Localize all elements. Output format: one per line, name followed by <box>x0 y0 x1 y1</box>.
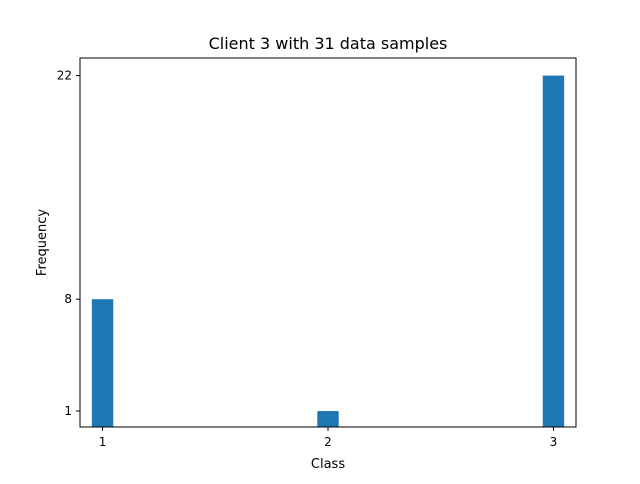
x-tick-label: 2 <box>324 435 332 449</box>
y-tick-label: 8 <box>64 292 72 306</box>
bar-class-1 <box>91 299 114 427</box>
plot-frame <box>79 57 577 428</box>
x-tick-label: 1 <box>99 435 107 449</box>
y-axis-label: Frequency <box>35 209 50 276</box>
bars-layer <box>91 75 565 428</box>
x-tick-label: 3 <box>550 435 558 449</box>
y-tick-label: 1 <box>64 404 72 418</box>
chart-title: Client 3 with 31 data samples <box>209 34 448 53</box>
x-axis-label: Class <box>311 457 345 472</box>
bar-class-3 <box>542 75 565 428</box>
x-axis-ticks: 1 2 3 <box>99 427 558 449</box>
bar-class-2 <box>317 411 339 427</box>
y-tick-label: 22 <box>57 69 72 83</box>
